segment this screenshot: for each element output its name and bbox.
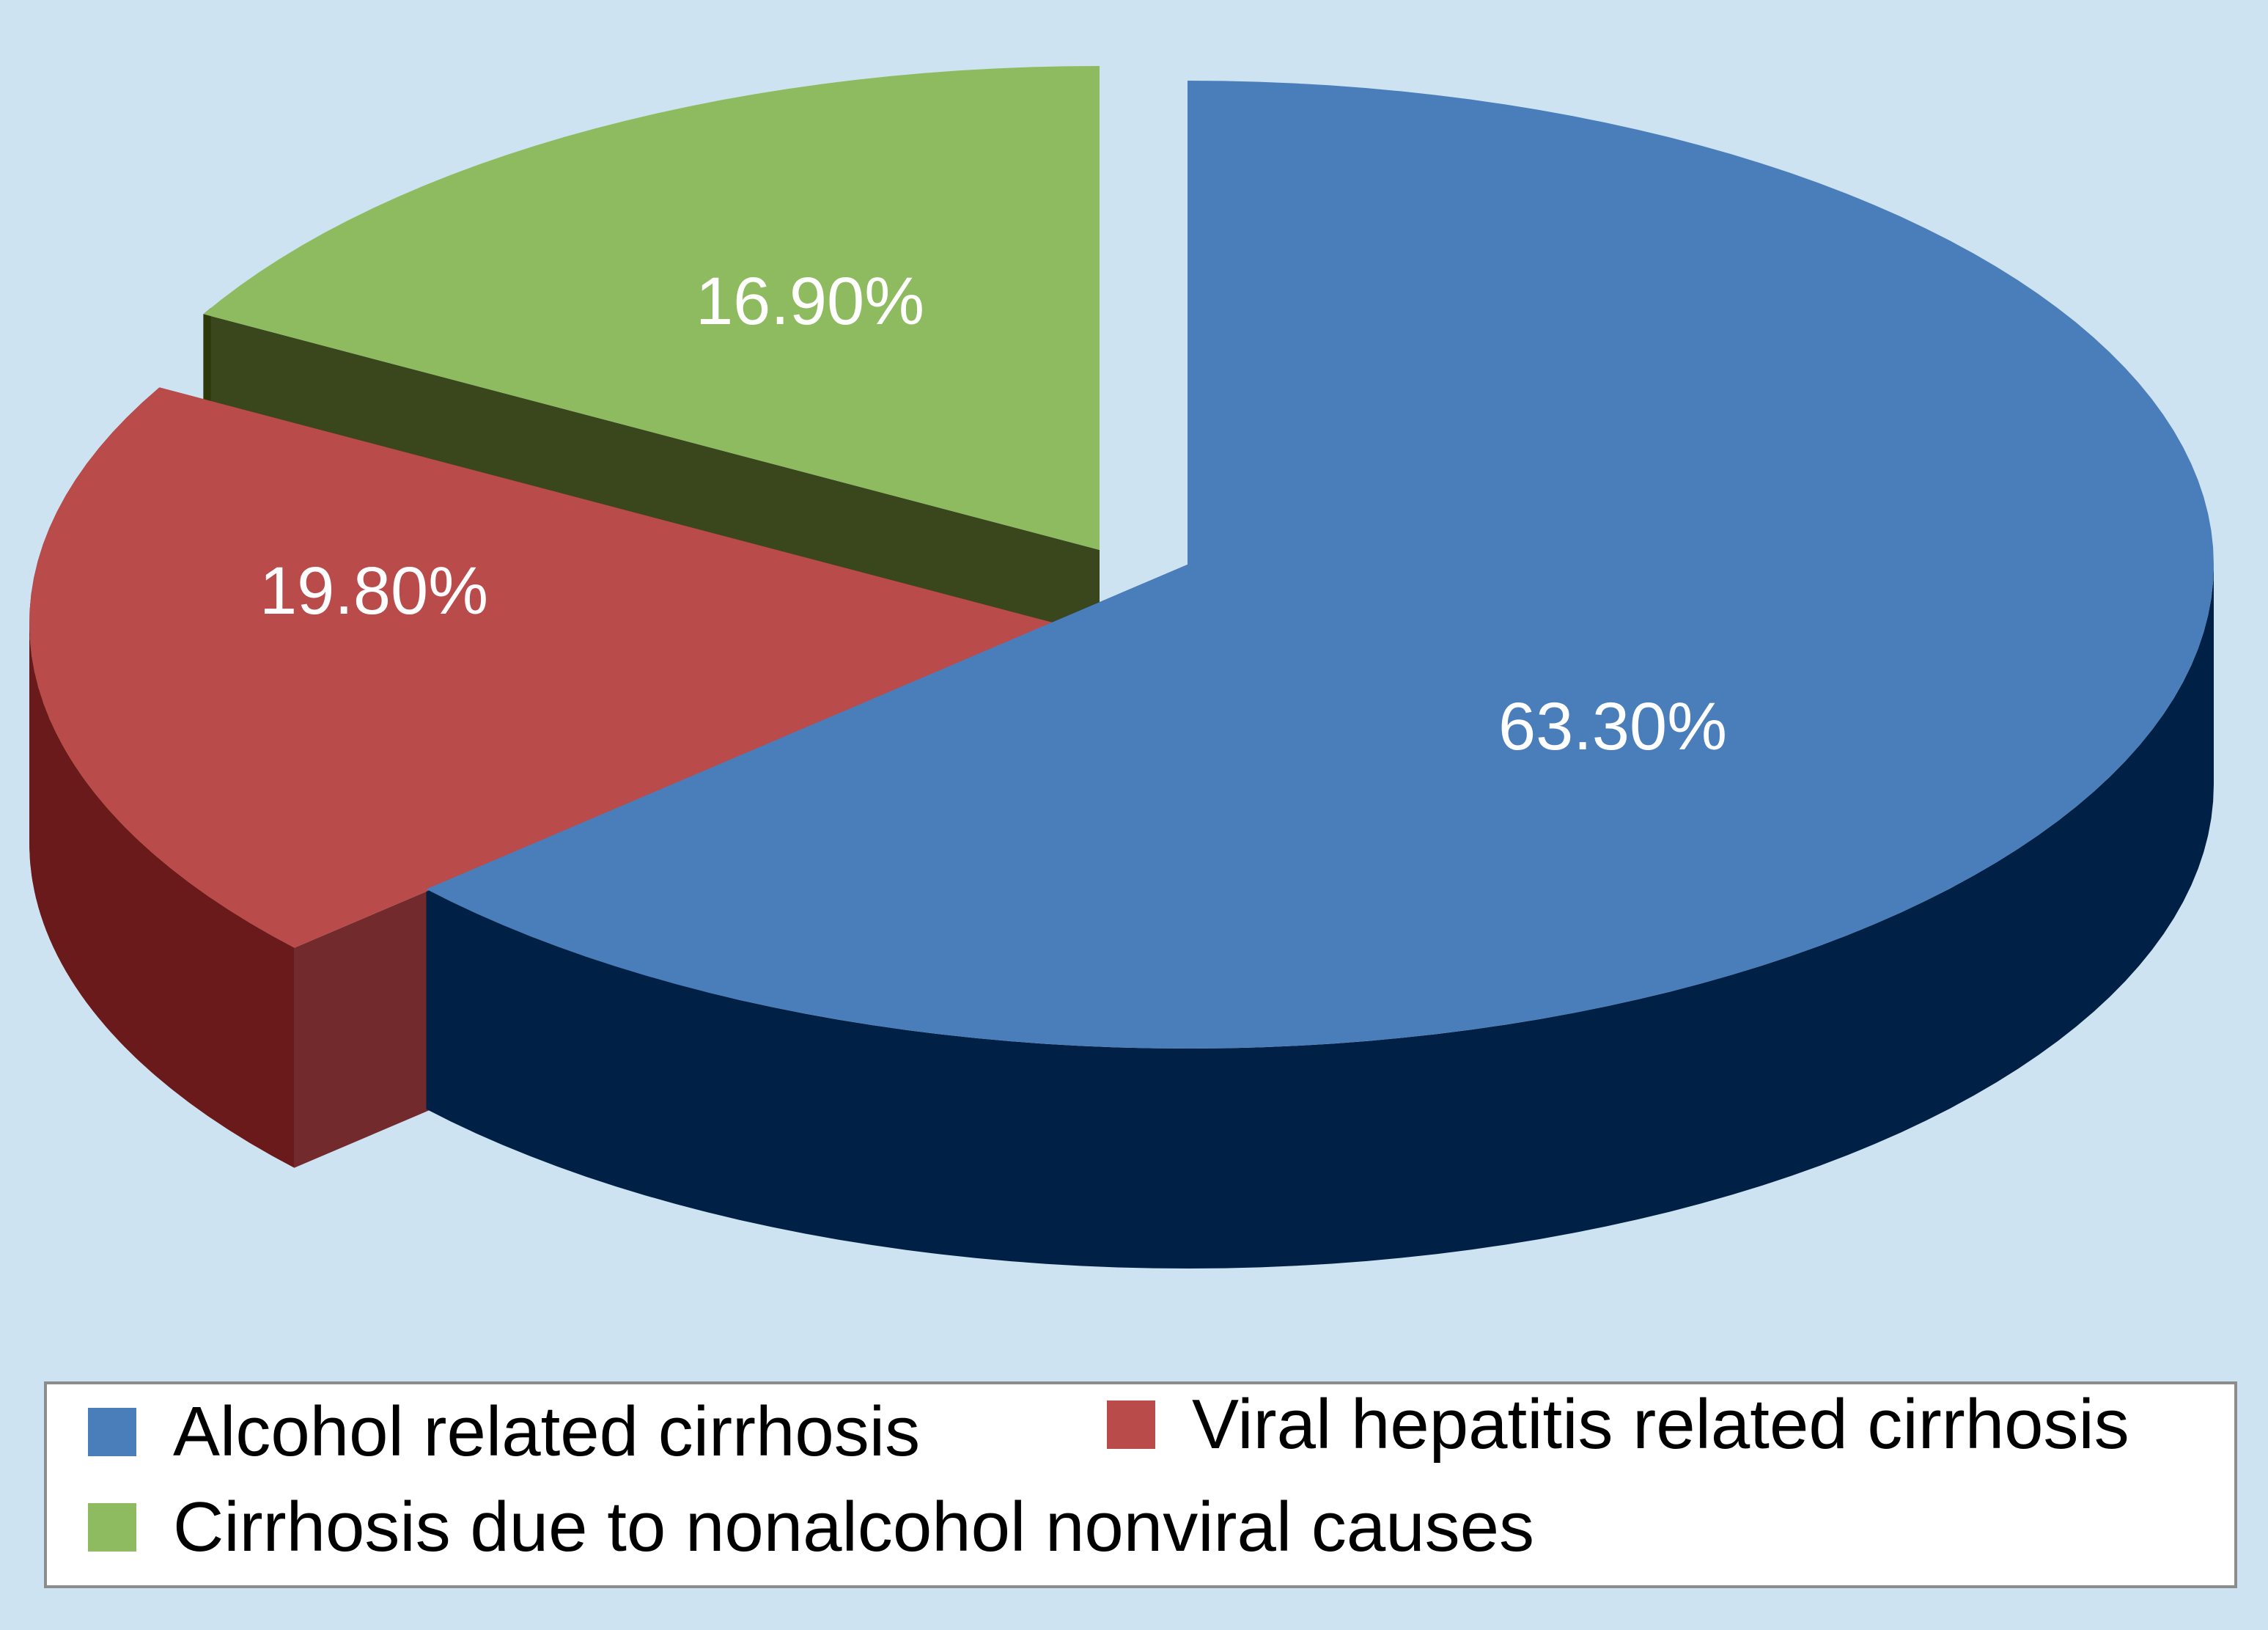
- data-label-alcohol: 63.30%: [1498, 689, 1727, 764]
- legend-item-alcohol: Alcohol related cirrhosis: [88, 1392, 920, 1471]
- data-label-nonalcohol: 16.90%: [696, 264, 924, 339]
- slice-alcohol: [426, 81, 2214, 1049]
- legend-swatch-alcohol: [88, 1408, 136, 1456]
- slice-viral: [29, 387, 1056, 948]
- legend-item-nonalcohol: Cirrhosis due to nonalcohol nonviral cau…: [88, 1488, 1534, 1566]
- data-label-viral: 19.80%: [259, 554, 488, 628]
- legend-item-viral: Viral hepatitis related cirrhosis: [1107, 1385, 2129, 1464]
- legend: Alcohol related cirrhosis Viral hepatiti…: [44, 1381, 2237, 1588]
- legend-swatch-viral: [1107, 1400, 1155, 1449]
- legend-label-nonalcohol: Cirrhosis due to nonalcohol nonviral cau…: [173, 1488, 1535, 1566]
- legend-swatch-nonalcohol: [88, 1503, 136, 1552]
- slice-nonalcohol: [203, 66, 1100, 550]
- legend-label-viral: Viral hepatitis related cirrhosis: [1192, 1385, 2129, 1464]
- pie-chart: 63.30% 19.80% 16.90%: [29, 66, 2214, 1269]
- legend-label-alcohol: Alcohol related cirrhosis: [173, 1392, 921, 1471]
